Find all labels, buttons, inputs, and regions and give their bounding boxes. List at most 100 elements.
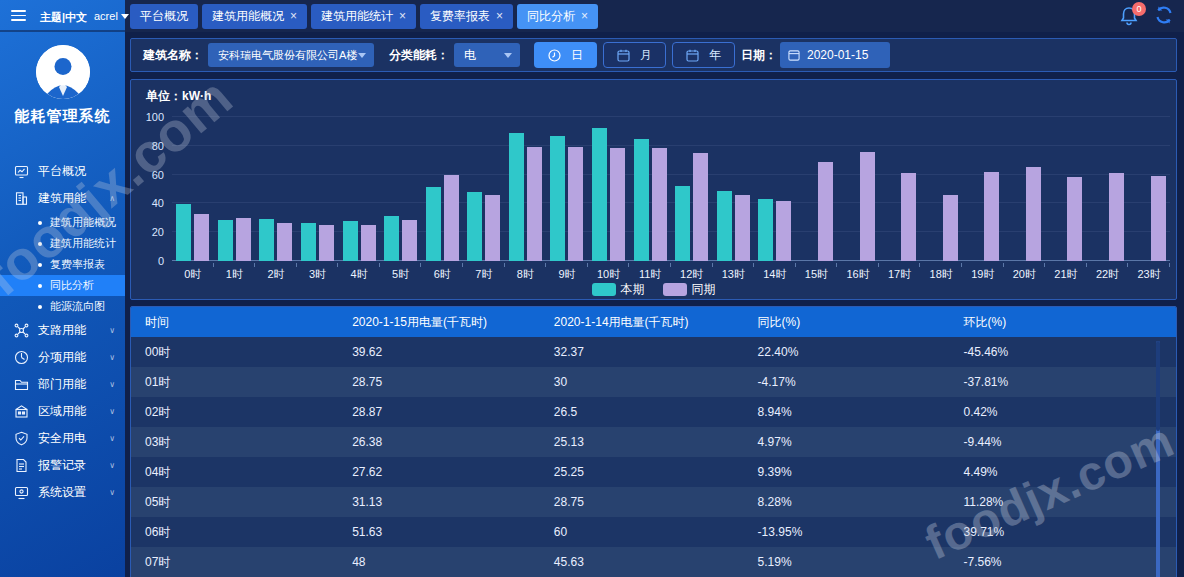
bar-本期 — [384, 216, 399, 261]
menu-toggle-icon[interactable] — [11, 10, 26, 21]
legend-swatch — [592, 283, 616, 296]
table-cell: 27.62 — [344, 465, 546, 479]
chevron-down-icon: ∨ — [109, 434, 115, 443]
table-scrollbar[interactable] — [1156, 341, 1160, 577]
bar-本期 — [218, 220, 233, 261]
bar-同期 — [485, 195, 500, 261]
sidebar-subitem[interactable]: 能源流向图 — [0, 296, 125, 317]
date-input[interactable]: 2020-01-15 — [780, 42, 890, 68]
theme-language-label[interactable]: 主题|中文 — [40, 10, 87, 25]
sidebar-item[interactable]: 部门用能∨ — [0, 371, 125, 398]
bar-本期 — [176, 204, 191, 261]
chevron-down-icon: ∨ — [109, 488, 115, 497]
bar-group — [338, 117, 380, 261]
table-cell: 9.39% — [750, 465, 956, 479]
energy-category-select[interactable]: 电 — [454, 43, 520, 67]
chevron-down-icon — [121, 14, 129, 19]
x-axis-tick-label: 21时 — [1045, 263, 1087, 282]
sidebar-item-label: 报警记录 — [38, 457, 86, 474]
sidebar-item[interactable]: 平台概况 — [0, 158, 125, 185]
tab-2[interactable]: 建筑用能概况× — [202, 4, 307, 29]
month-mode-label: 月 — [640, 47, 652, 64]
refresh-icon[interactable] — [1154, 5, 1174, 29]
bar-group — [713, 117, 755, 261]
sidebar-item-label: 建筑用能 — [38, 190, 86, 207]
sidebar-item-label: 安全用电 — [38, 430, 86, 447]
table-cell: 45.63 — [546, 555, 750, 569]
bar-本期 — [550, 136, 565, 261]
sidebar-item[interactable]: 建筑用能∧ — [0, 185, 125, 212]
sidebar-subitem[interactable]: 建筑用能统计 — [0, 233, 125, 254]
table-cell: 39.71% — [955, 525, 1175, 539]
table-cell: -37.81% — [955, 375, 1175, 389]
legend-swatch — [663, 283, 687, 296]
table-cell: 31.13 — [344, 495, 546, 509]
bar-本期 — [467, 192, 482, 261]
close-icon[interactable]: × — [399, 9, 406, 23]
sidebar-item[interactable]: 支路用能∨ — [0, 317, 125, 344]
year-mode-button[interactable]: 年 — [672, 42, 735, 68]
table-row[interactable]: 03时26.3825.134.97%-9.44% — [131, 427, 1176, 457]
tab-1[interactable]: 平台概况 — [130, 4, 198, 29]
bar-group — [796, 117, 838, 261]
energy-category-label: 分类能耗： — [389, 47, 449, 64]
sidebar-item[interactable]: 区域用能∨ — [0, 398, 125, 425]
close-icon[interactable]: × — [496, 9, 503, 23]
bar-同期 — [194, 214, 209, 261]
table-row[interactable]: 04时27.6225.259.39%4.49% — [131, 457, 1176, 487]
bar-本期 — [426, 187, 441, 261]
bar-本期 — [717, 191, 732, 261]
sidebar-item[interactable]: 分项用能∨ — [0, 344, 125, 371]
table-cell: 28.87 — [344, 405, 546, 419]
table-cell: 48 — [344, 555, 546, 569]
user-menu[interactable]: acrel — [94, 10, 129, 22]
bar-group — [671, 117, 713, 261]
table-cell: 07时 — [131, 554, 344, 571]
x-axis-labels: 0时1时2时3时4时5时6时7时8时9时10时11时12时13时14时15时16… — [172, 263, 1170, 282]
legend-item[interactable]: 同期 — [663, 281, 716, 298]
close-icon[interactable]: × — [290, 9, 297, 23]
table-row[interactable]: 02时28.8726.58.94%0.42% — [131, 397, 1176, 427]
sidebar-item[interactable]: 系统设置∨ — [0, 479, 125, 506]
bullet-icon — [38, 221, 42, 225]
bar-本期 — [343, 221, 358, 261]
table-cell: 51.63 — [344, 525, 546, 539]
chevron-down-icon — [504, 53, 512, 58]
day-mode-button[interactable]: 日 — [534, 42, 597, 68]
notification-bell-icon[interactable]: 0 — [1120, 6, 1140, 28]
sidebar-item[interactable]: 安全用电 ∨ — [0, 425, 125, 452]
bar-同期 — [652, 148, 667, 261]
bar-group — [879, 117, 921, 261]
clock-icon — [548, 49, 561, 62]
sidebar-subitem[interactable]: 同比分析 — [0, 275, 125, 296]
region-icon — [13, 404, 29, 419]
legend-item[interactable]: 本期 — [592, 281, 645, 298]
monitor-icon — [13, 164, 29, 179]
table-row[interactable]: 05时31.1328.758.28%11.28% — [131, 487, 1176, 517]
table-row[interactable]: 01时28.7530-4.17%-37.81% — [131, 367, 1176, 397]
sidebar-subitem-label: 同比分析 — [50, 278, 94, 293]
table-cell: 04时 — [131, 464, 344, 481]
building-select[interactable]: 安科瑞电气股份有限公司A楼 — [208, 43, 374, 67]
close-icon[interactable]: × — [581, 9, 588, 23]
tab-4[interactable]: 复费率报表× — [420, 4, 513, 29]
table-row[interactable]: 07时4845.635.19%-7.56% — [131, 547, 1176, 577]
x-axis-tick-label: 12时 — [671, 263, 713, 282]
bar-本期 — [758, 199, 773, 261]
table-cell: 8.94% — [750, 405, 956, 419]
chart-unit-label: 单位：kW·h — [146, 88, 211, 105]
table-row[interactable]: 06时51.6360-13.95%39.71% — [131, 517, 1176, 547]
column-header: 同比(%) — [750, 314, 956, 331]
x-axis-tick-label: 15时 — [796, 263, 838, 282]
month-mode-button[interactable]: 月 — [603, 42, 666, 68]
sidebar-item[interactable]: 报警记录∨ — [0, 452, 125, 479]
sidebar-subitem[interactable]: 建筑用能概况 — [0, 212, 125, 233]
tab-3[interactable]: 建筑用能统计× — [311, 4, 416, 29]
bar-同期 — [361, 225, 376, 261]
bar-group — [1004, 117, 1046, 261]
bar-group — [255, 117, 297, 261]
sidebar-header: 主题|中文 acrel — [0, 0, 125, 32]
sidebar-subitem[interactable]: 复费率报表 — [0, 254, 125, 275]
table-row[interactable]: 00时39.6232.3722.40%-45.46% — [131, 337, 1176, 367]
tab-5[interactable]: 同比分析× — [517, 4, 598, 29]
